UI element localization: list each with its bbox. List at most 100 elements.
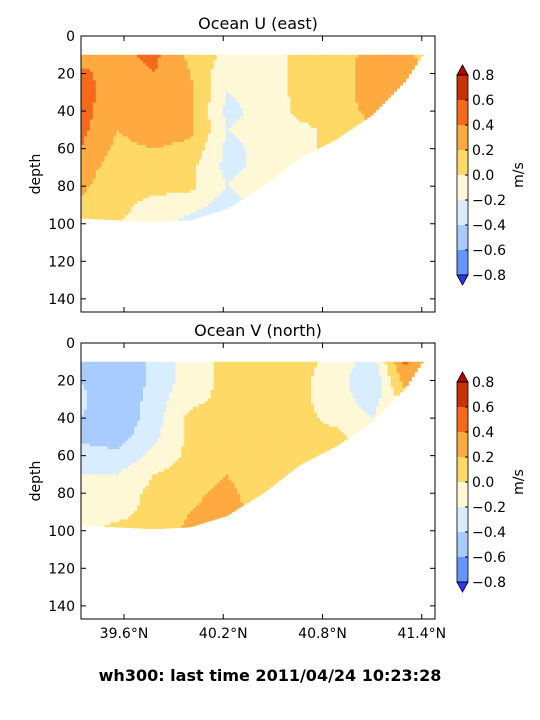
contour-cell: [405, 74, 409, 78]
contour-cell: [187, 144, 191, 149]
contour-cell: [172, 175, 176, 180]
contour-cell: [83, 218, 88, 219]
contour-cell: [352, 63, 356, 67]
contour-cell: [83, 181, 88, 185]
contour-cell: [228, 97, 232, 101]
contour-cell: [166, 66, 170, 70]
contour-cell: [216, 71, 221, 75]
contour-cell: [137, 116, 141, 120]
contour-cell: [199, 147, 203, 151]
contour-cell: [305, 57, 309, 61]
contour-cell: [237, 128, 241, 132]
contour-cell: [210, 161, 215, 166]
contour-cell: [137, 184, 141, 188]
contour-cell: [178, 97, 182, 101]
contour-cell: [201, 139, 206, 143]
contour-cell: [148, 60, 153, 64]
contour-cell: [358, 116, 362, 120]
contour-cell: [299, 133, 303, 137]
contour-cell: [137, 142, 141, 146]
contour-cell: [331, 77, 336, 81]
contour-cell: [234, 130, 238, 135]
contour-cell: [337, 136, 341, 138]
contour-cell: [166, 173, 170, 177]
contour-cell: [281, 99, 285, 104]
contour-cell: [240, 173, 244, 177]
contour-cell: [101, 173, 105, 177]
contour-cell: [249, 66, 253, 70]
contour-cell: [175, 108, 179, 112]
contour-cell: [199, 111, 203, 115]
contour-cell: [166, 102, 170, 106]
contour-cell: [343, 68, 347, 73]
contour-cell: [169, 74, 173, 78]
contour-cell: [278, 158, 282, 163]
contour-cell: [101, 147, 105, 151]
contour-cell: [296, 85, 300, 89]
contour-cell: [131, 66, 135, 70]
contour-cell: [258, 147, 262, 151]
contour-cell: [331, 105, 336, 109]
contour-cell: [290, 125, 294, 129]
contour-cell: [319, 80, 324, 84]
contour-cell: [163, 119, 167, 123]
contour-cell: [314, 133, 318, 137]
contour-cell: [166, 153, 170, 157]
contour-cell: [184, 189, 188, 194]
contour-cell: [281, 77, 285, 81]
contour-cell: [263, 113, 268, 118]
contour-cell: [252, 142, 256, 146]
contour-cell: [199, 77, 203, 81]
contour-cell: [340, 77, 344, 81]
contour-cell: [166, 122, 170, 126]
contour-cell: [246, 189, 250, 194]
contour-cell: [293, 139, 297, 143]
contour-cell: [199, 215, 203, 218]
contour-cell: [219, 108, 223, 112]
contour-cell: [148, 139, 153, 143]
contour-cell: [181, 215, 185, 219]
contour-cell: [296, 156, 300, 160]
contour-cell: [83, 198, 88, 202]
contour-cell: [311, 60, 315, 64]
contour-cell: [272, 63, 277, 67]
contour-cell: [178, 144, 182, 149]
contour-cell: [314, 71, 318, 75]
contour-cell: [367, 71, 371, 75]
contour-cell: [113, 105, 117, 109]
contour-cell: [169, 170, 173, 174]
contour-cell: [125, 209, 129, 213]
contour-cell: [113, 128, 117, 132]
contour-cell: [228, 153, 232, 157]
contour-cell: [260, 130, 265, 135]
contour-cell: [128, 130, 132, 135]
contour-cell: [175, 144, 179, 149]
contour-cell: [317, 136, 321, 140]
contour-cell: [178, 209, 182, 213]
contour-cell: [148, 142, 153, 146]
contour-cell: [128, 136, 132, 140]
contour-cell: [104, 158, 108, 163]
contour-cell: [190, 187, 194, 191]
contour-cell: [225, 125, 229, 129]
contour-cell: [204, 125, 209, 129]
contour-cell: [243, 150, 247, 154]
contour-cell: [263, 150, 268, 154]
contour-cell: [196, 136, 200, 140]
contour-cell: [154, 105, 159, 109]
contour-cell: [216, 113, 221, 118]
contour-cell: [116, 175, 120, 180]
contour-cell: [278, 102, 282, 106]
contour-cell: [231, 133, 235, 137]
contour-cell: [142, 97, 147, 101]
contour-cell: [237, 60, 241, 64]
contour-cell: [204, 212, 209, 216]
contour-cell: [107, 167, 111, 171]
contour-cell: [131, 158, 135, 163]
contour-cell: [83, 122, 88, 126]
contour-cell: [373, 108, 377, 112]
contour-cell: [81, 136, 85, 140]
contour-cell: [128, 156, 132, 160]
contour-cell: [231, 97, 235, 101]
contour-cell: [275, 77, 280, 81]
